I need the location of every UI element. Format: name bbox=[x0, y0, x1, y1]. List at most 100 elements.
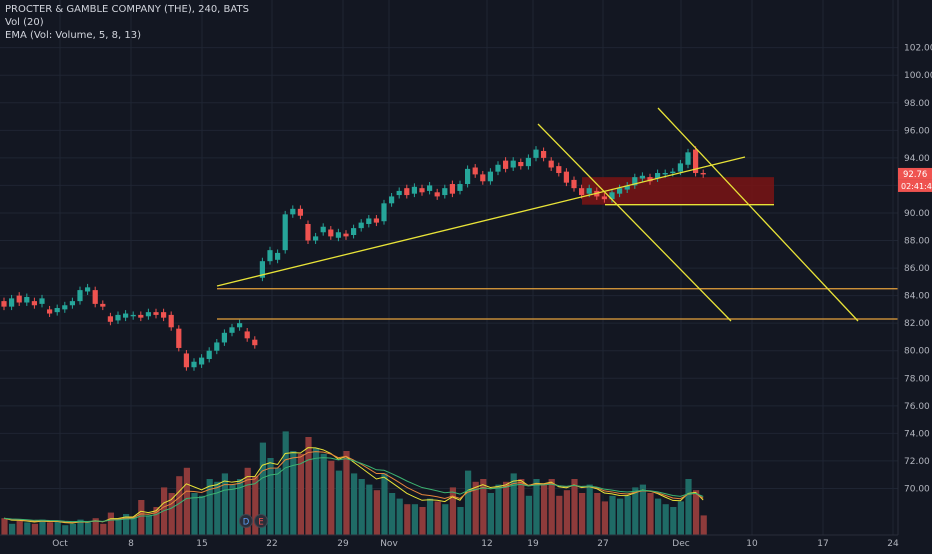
candle-body bbox=[358, 222, 364, 229]
candle-body bbox=[183, 353, 189, 368]
volume-bar bbox=[85, 522, 92, 535]
volume-bar bbox=[16, 521, 23, 535]
candle-body bbox=[107, 316, 113, 322]
ema-lines bbox=[3, 447, 704, 524]
time-tick-label: Dec bbox=[672, 539, 689, 549]
volume-bar bbox=[335, 470, 342, 535]
ema-line-13 bbox=[3, 457, 704, 523]
price-tick-label: 88.00 bbox=[904, 237, 930, 247]
last-price-label: 92.76 bbox=[903, 170, 927, 180]
time-tick-label: Oct bbox=[52, 539, 68, 549]
price-tick-label: 74.00 bbox=[904, 429, 930, 439]
candle-body bbox=[655, 173, 661, 179]
candle-body bbox=[138, 314, 144, 318]
candle-body bbox=[556, 166, 562, 174]
candle-body bbox=[206, 350, 212, 359]
resistance-zone bbox=[582, 177, 774, 205]
volume-bar bbox=[586, 484, 593, 535]
candle-body bbox=[320, 226, 326, 233]
volume-bar bbox=[594, 493, 601, 535]
time-axis-bg bbox=[0, 535, 932, 550]
volume-bar bbox=[434, 501, 441, 535]
volume-bar bbox=[191, 493, 198, 535]
volume-bar bbox=[518, 479, 525, 535]
volume-bar bbox=[548, 479, 555, 535]
volume-bar bbox=[1, 518, 8, 535]
candle-body bbox=[343, 233, 349, 237]
volume-bar bbox=[244, 467, 251, 535]
candle-body bbox=[495, 164, 501, 172]
volume-bar bbox=[69, 523, 76, 535]
rising-trendline bbox=[216, 156, 746, 287]
volume-bar bbox=[100, 523, 107, 535]
candle-body bbox=[670, 171, 676, 174]
volume-bar bbox=[396, 498, 403, 535]
candle-body bbox=[419, 188, 425, 193]
time-tick-label: 10 bbox=[746, 539, 758, 549]
candle-body bbox=[297, 208, 303, 216]
volume-bar bbox=[411, 504, 418, 535]
volume-indicator-label[interactable]: Vol (20) bbox=[5, 17, 44, 28]
earnings-marker bbox=[254, 514, 268, 528]
volume-bar bbox=[358, 479, 365, 535]
candle-body bbox=[62, 305, 68, 310]
candle-body bbox=[221, 332, 227, 343]
time-tick-label: 22 bbox=[266, 539, 277, 549]
candle-body bbox=[176, 328, 182, 348]
price-tick-label: 102.00 bbox=[904, 44, 932, 54]
candle-body bbox=[366, 218, 372, 224]
volume-bar bbox=[571, 479, 578, 535]
candle-body bbox=[548, 160, 554, 168]
candle-body bbox=[16, 295, 22, 303]
price-tick-label: 94.00 bbox=[904, 154, 930, 164]
candle-body bbox=[472, 167, 478, 175]
candle-body bbox=[69, 301, 75, 306]
volume-bar bbox=[427, 498, 434, 535]
volume-bar bbox=[700, 515, 707, 535]
volume-bar bbox=[77, 519, 84, 535]
price-tick-label: 84.00 bbox=[904, 292, 930, 302]
grid bbox=[0, 0, 898, 535]
volume-bar bbox=[472, 481, 479, 535]
candle-body bbox=[510, 160, 516, 168]
volume-bar bbox=[282, 431, 289, 535]
volume-bar bbox=[670, 507, 677, 535]
candle-body bbox=[1, 301, 7, 307]
candle-body bbox=[237, 323, 243, 328]
candle-body bbox=[115, 314, 121, 321]
candle-body bbox=[624, 185, 630, 190]
volume-bar bbox=[138, 500, 145, 535]
volume-bar bbox=[252, 476, 259, 535]
candle-body bbox=[47, 309, 53, 314]
candle-body bbox=[601, 196, 607, 200]
ema-indicator-label[interactable]: EMA (Vol: Volume, 5, 8, 13) bbox=[5, 30, 141, 41]
volume-bar bbox=[221, 473, 228, 535]
countdown-badge bbox=[898, 179, 932, 192]
resistance-zone-box bbox=[582, 177, 774, 205]
volume-bar bbox=[510, 473, 517, 535]
candle-body bbox=[54, 308, 60, 313]
candle-body bbox=[85, 287, 91, 292]
candle-body bbox=[525, 157, 531, 167]
candle-body bbox=[31, 301, 37, 306]
volume-bar bbox=[609, 495, 616, 535]
volume-bar bbox=[480, 479, 487, 535]
candle-body bbox=[533, 149, 539, 158]
candle-body bbox=[571, 179, 577, 189]
symbol-title[interactable]: PROCTER & GAMBLE COMPANY (THE), 240, BAT… bbox=[5, 4, 249, 15]
trend-drawings bbox=[216, 107, 898, 322]
volume-bar bbox=[206, 479, 213, 535]
volume-bar bbox=[457, 507, 464, 535]
candle-body bbox=[503, 160, 509, 169]
volume-bar bbox=[290, 451, 297, 535]
volume-bar bbox=[533, 479, 540, 535]
price-tick-label: 96.00 bbox=[904, 126, 930, 136]
candle-body bbox=[457, 184, 463, 191]
last-price-badge bbox=[898, 167, 932, 180]
volume-bar bbox=[320, 453, 327, 535]
candle-body bbox=[693, 149, 699, 174]
volume-bar bbox=[677, 501, 684, 535]
price-tick-label: 90.00 bbox=[904, 209, 930, 219]
candle-body bbox=[130, 314, 136, 317]
